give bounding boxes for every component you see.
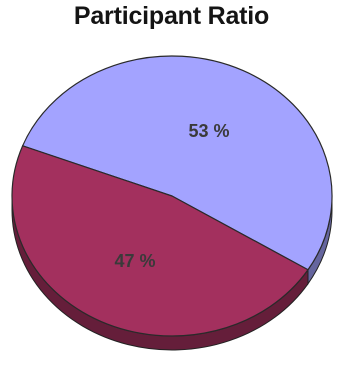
- slice-1: [21, 55, 333, 271]
- slice-2: [11, 145, 309, 337]
- pie-labels: 53 % 47 %: [114, 121, 229, 271]
- slice-label-1: 53 %: [188, 121, 229, 141]
- chart-title: Participant Ratio: [73, 2, 270, 30]
- pie-top: [11, 55, 333, 337]
- slice-label-2: 47 %: [114, 251, 155, 271]
